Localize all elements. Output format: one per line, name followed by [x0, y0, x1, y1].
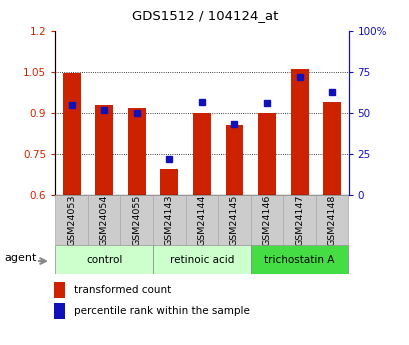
Text: agent: agent — [4, 253, 37, 263]
Bar — [160, 169, 178, 195]
Bar — [250, 245, 348, 274]
Text: GSM24144: GSM24144 — [197, 194, 206, 246]
Bar — [120, 195, 153, 245]
Text: GSM24143: GSM24143 — [164, 194, 173, 246]
Bar — [315, 195, 348, 245]
Text: percentile rank within the sample: percentile rank within the sample — [74, 306, 249, 316]
Text: GSM24147: GSM24147 — [294, 194, 303, 246]
Bar — [63, 72, 81, 195]
Text: GSM24053: GSM24053 — [67, 194, 76, 246]
Text: GSM24145: GSM24145 — [229, 194, 238, 246]
Text: GSM24054: GSM24054 — [99, 194, 108, 246]
Bar — [128, 108, 145, 195]
Text: retinoic acid: retinoic acid — [169, 255, 234, 265]
Bar — [185, 195, 218, 245]
Bar — [290, 69, 308, 195]
Text: GSM24146: GSM24146 — [262, 194, 271, 246]
Bar — [225, 125, 243, 195]
Bar — [54, 303, 65, 319]
Bar — [193, 113, 210, 195]
Text: GSM24148: GSM24148 — [327, 194, 336, 246]
Bar — [250, 195, 283, 245]
Bar — [153, 195, 185, 245]
Bar — [88, 195, 120, 245]
Bar — [153, 245, 250, 274]
Bar — [55, 195, 88, 245]
Bar — [55, 245, 153, 274]
Bar — [258, 113, 275, 195]
Bar — [283, 195, 315, 245]
Text: transformed count: transformed count — [74, 285, 171, 295]
Text: control: control — [86, 255, 122, 265]
Bar — [322, 102, 340, 195]
Bar — [95, 105, 113, 195]
Text: GDS1512 / 104124_at: GDS1512 / 104124_at — [131, 9, 278, 22]
Bar — [218, 195, 250, 245]
Text: trichostatin A: trichostatin A — [264, 255, 334, 265]
Text: GSM24055: GSM24055 — [132, 194, 141, 246]
Bar — [54, 282, 65, 298]
